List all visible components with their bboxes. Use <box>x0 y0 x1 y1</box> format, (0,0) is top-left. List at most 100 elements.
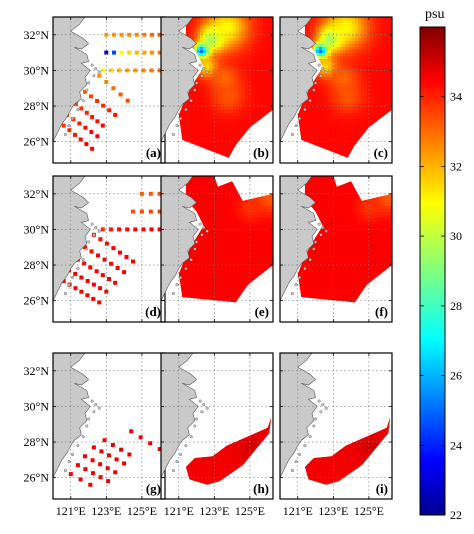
island <box>94 67 98 71</box>
island <box>319 74 323 78</box>
station-marker <box>89 130 94 134</box>
island <box>294 124 298 128</box>
island <box>321 226 325 230</box>
station-marker <box>139 209 144 214</box>
station-marker <box>138 435 143 440</box>
lon-tick-label: 123°E <box>318 504 348 518</box>
grid-lines <box>53 353 165 499</box>
panel-b: (b) <box>160 16 274 164</box>
station-marker <box>131 209 135 214</box>
island <box>298 276 302 280</box>
island <box>92 74 96 78</box>
colorbar-tick-label: 32 <box>450 159 462 173</box>
island <box>205 70 209 74</box>
panel-i: (i) <box>279 352 393 500</box>
lat-tick-label: 32°N <box>24 364 50 378</box>
coastline-land <box>280 353 318 479</box>
island <box>195 240 199 244</box>
panel-label: (g) <box>146 481 161 496</box>
station-marker <box>109 261 114 266</box>
island <box>303 444 307 448</box>
lat-tick-label: 26°N <box>24 471 50 485</box>
grid-lines <box>161 176 273 322</box>
coastline-land <box>161 176 199 302</box>
island <box>321 403 325 407</box>
station-marker <box>108 68 113 73</box>
island <box>195 417 199 421</box>
station-marker <box>79 275 84 280</box>
lat-tick-label: 32°N <box>24 28 50 42</box>
station-marker <box>95 99 100 103</box>
island <box>67 460 71 464</box>
island <box>324 406 328 410</box>
island <box>90 63 94 67</box>
station-marker <box>148 191 153 196</box>
panel-d: (d) <box>52 175 166 323</box>
station-marker <box>112 50 116 55</box>
station-marker <box>82 261 87 266</box>
island <box>312 88 316 92</box>
island <box>85 424 89 428</box>
station-marker <box>84 142 89 147</box>
station-marker <box>142 32 147 37</box>
station-marker <box>118 250 122 255</box>
island <box>193 424 197 428</box>
island <box>198 222 202 226</box>
island <box>202 226 206 230</box>
station-marker <box>149 227 154 232</box>
station-marker <box>91 471 95 476</box>
station-marker <box>100 273 105 278</box>
panel-g: (g) <box>52 352 166 500</box>
station-marker <box>104 289 109 294</box>
longitude-labels: 121°E 123°E 125°E 121°E 123°E 125°E 121°E 123°E… <box>56 504 384 518</box>
coastline-land <box>53 176 91 302</box>
lon-tick-label: 123°E <box>199 504 229 518</box>
station-marker <box>97 73 102 78</box>
station-marker <box>133 68 138 73</box>
station-marker <box>118 92 123 97</box>
island <box>71 276 75 280</box>
colorbar-tick-label: 26 <box>450 369 462 383</box>
station-marker <box>134 32 139 37</box>
island <box>189 258 193 262</box>
station-marker <box>83 467 88 472</box>
panel-label: (e) <box>255 304 269 319</box>
island <box>298 116 302 120</box>
station-marker <box>88 265 93 270</box>
station-marker <box>125 68 130 73</box>
island <box>179 453 183 457</box>
station-marker <box>122 461 127 466</box>
station-marker <box>157 209 162 214</box>
island <box>171 132 175 136</box>
island <box>290 132 294 136</box>
island <box>193 88 197 92</box>
island <box>92 233 96 237</box>
panel-f: (f) <box>279 175 393 323</box>
station-marker <box>107 277 111 281</box>
island <box>303 267 307 271</box>
station-marker <box>83 125 88 130</box>
coastline-land <box>53 17 91 143</box>
island <box>71 453 75 457</box>
station-marker <box>79 106 84 111</box>
grid-lines <box>280 17 392 163</box>
station-marker <box>90 115 95 120</box>
island <box>314 240 318 244</box>
station-marker <box>78 137 83 142</box>
island <box>63 292 67 296</box>
panel-label: (b) <box>253 145 269 160</box>
station-marker <box>73 271 78 276</box>
station-marker <box>73 286 78 291</box>
station-marker <box>85 279 90 283</box>
grid-lines <box>161 353 273 499</box>
island <box>175 124 179 128</box>
island <box>63 469 67 473</box>
station-marker <box>104 50 109 55</box>
island <box>200 410 204 414</box>
island <box>198 63 202 67</box>
colorbar-unit: psu <box>425 7 444 22</box>
station-marker <box>125 227 130 232</box>
lon-tick-label: 125°E <box>354 504 384 518</box>
island <box>71 116 75 120</box>
station-marker <box>96 253 100 258</box>
